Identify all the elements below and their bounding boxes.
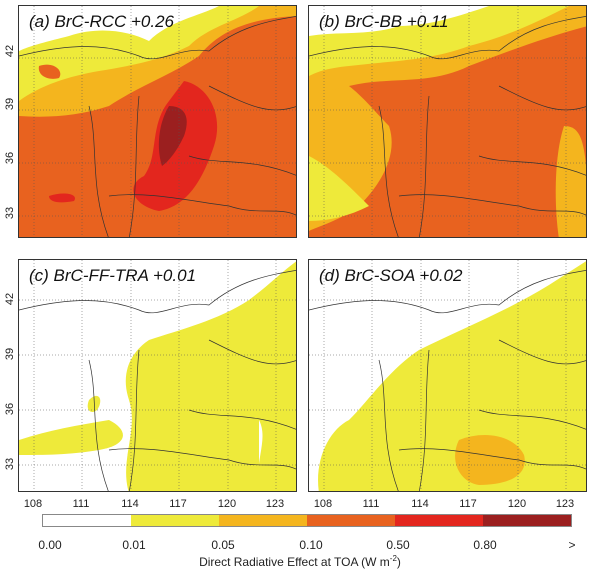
lat-tick: 36 [4, 402, 16, 416]
colorbar-swatch [307, 515, 395, 526]
map-panel-b: (b) BrC-BB +0.11 [308, 5, 587, 238]
lon-tick: 117 [459, 498, 477, 510]
map-c-field [19, 260, 296, 491]
colorbar-label: 0.00 [38, 538, 62, 552]
colorbar-title: Direct Radiative Effect at TOA (W m-2) [0, 554, 600, 569]
lon-tick: 108 [313, 498, 333, 510]
colorbar-label: 0.50 [386, 538, 410, 552]
lon-tick: 111 [72, 498, 90, 510]
lat-tick: 33 [4, 457, 16, 471]
panel-title: (a) BrC-RCC +0.26 [29, 12, 175, 31]
map-panel-a: (a) BrC-RCC +0.26 [18, 5, 297, 238]
lon-tick: 123 [265, 498, 285, 510]
map-b-field [309, 6, 586, 237]
lat-tick: 36 [4, 151, 16, 165]
lat-tick: 42 [4, 292, 16, 306]
colorbar [42, 514, 572, 527]
map-a-field [19, 6, 296, 237]
colorbar-title-sup: -2 [389, 554, 397, 563]
panel-title: (c) BrC-FF-TRA +0.01 [29, 266, 197, 285]
colorbar-swatch [43, 515, 131, 526]
colorbar-title-text: Direct Radiative Effect at TOA (W m [199, 555, 390, 569]
lon-tick: 123 [555, 498, 575, 510]
panel-title: (d) BrC-SOA +0.02 [319, 266, 463, 285]
colorbar-swatch [395, 515, 483, 526]
panel-title: (b) BrC-BB +0.11 [319, 12, 449, 31]
lon-tick: 120 [217, 498, 237, 510]
colorbar-label: 0.80 [473, 538, 497, 552]
colorbar-label: 0.01 [122, 538, 146, 552]
colorbar-swatch [483, 515, 571, 526]
map-panel-c: (c) BrC-FF-TRA +0.01 [18, 259, 297, 492]
lat-tick: 33 [4, 206, 16, 220]
lon-tick: 111 [362, 498, 380, 510]
lat-tick: 39 [4, 97, 16, 111]
colorbar-swatch [131, 515, 219, 526]
map-d-field [309, 260, 586, 491]
colorbar-swatch [219, 515, 307, 526]
colorbar-label: 0.05 [211, 538, 235, 552]
lon-tick: 114 [121, 498, 139, 510]
lon-tick: 120 [507, 498, 527, 510]
lat-tick: 42 [4, 44, 16, 58]
lon-tick: 108 [23, 498, 43, 510]
lon-tick: 114 [411, 498, 429, 510]
colorbar-label: 0.10 [299, 538, 323, 552]
map-panel-d: (d) BrC-SOA +0.02 [308, 259, 587, 492]
lon-tick: 117 [169, 498, 187, 510]
colorbar-label: > [568, 538, 576, 552]
colorbar-title-end: ) [396, 555, 401, 569]
lat-tick: 39 [4, 347, 16, 361]
